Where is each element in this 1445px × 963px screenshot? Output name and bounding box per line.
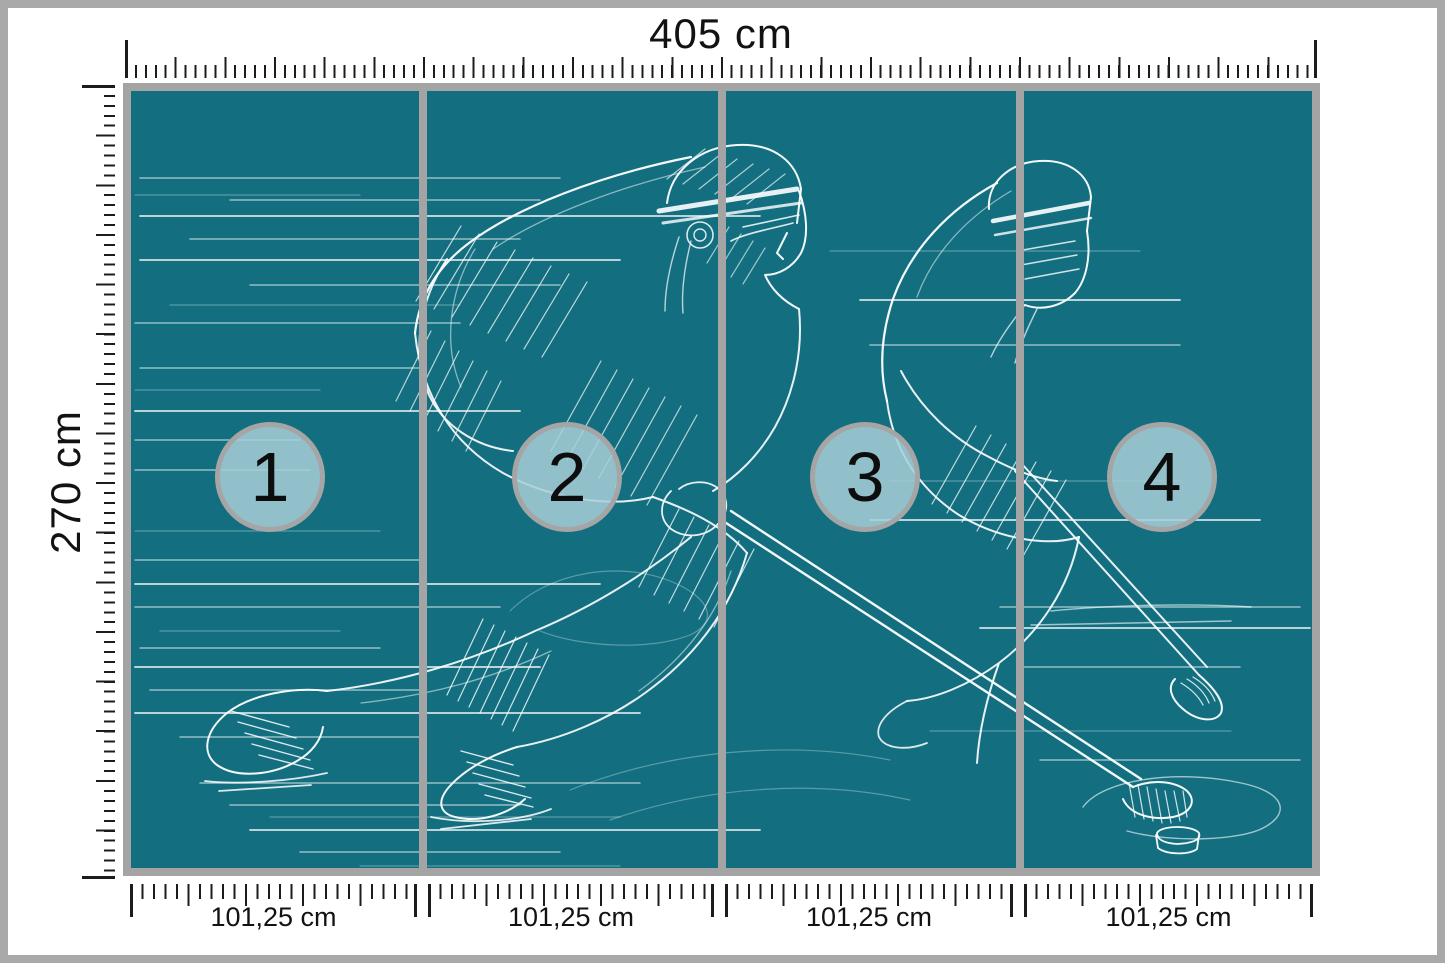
panel-divider bbox=[1016, 91, 1024, 868]
ruler-end-tick bbox=[1024, 884, 1027, 917]
panel-number: 4 bbox=[1142, 438, 1182, 516]
panel-number: 3 bbox=[845, 438, 885, 516]
panel-number-badge: 3 bbox=[810, 422, 920, 532]
stick-and-puck-sketch bbox=[509, 509, 1281, 855]
panel-width-label: 101,25 cm bbox=[1105, 902, 1232, 932]
panel-width-ruler bbox=[725, 884, 1013, 917]
ruler-end-tick bbox=[428, 884, 431, 917]
ruler-end-tick bbox=[125, 40, 128, 78]
panel-divider bbox=[718, 91, 726, 868]
ruler-end-tick bbox=[711, 884, 714, 917]
panel-number: 2 bbox=[547, 438, 587, 516]
mural-preview: 1 2 3 4 bbox=[123, 83, 1320, 876]
left-ruler bbox=[82, 85, 115, 879]
top-ruler bbox=[125, 40, 1317, 78]
ruler-end-tick bbox=[82, 876, 115, 879]
ruler-end-tick bbox=[1310, 884, 1313, 917]
panel-number: 1 bbox=[250, 438, 290, 516]
panel-divider bbox=[419, 91, 427, 868]
panel-width-ruler bbox=[130, 884, 417, 917]
panel-number-badge: 1 bbox=[215, 422, 325, 532]
hockey-players-illustration bbox=[134, 143, 1311, 867]
ruler-end-tick bbox=[82, 85, 115, 88]
panel-width-ruler bbox=[428, 884, 714, 917]
ruler-end-tick bbox=[414, 884, 417, 917]
panel-width-label: 101,25 cm bbox=[210, 902, 337, 932]
ruler-end-tick bbox=[1010, 884, 1013, 917]
panel-number-badge: 2 bbox=[512, 422, 622, 532]
panel-width-ruler bbox=[1024, 884, 1313, 917]
panel-width-label: 101,25 cm bbox=[805, 902, 933, 932]
ruler-end-tick bbox=[130, 884, 133, 917]
panel-number-badge: 4 bbox=[1107, 422, 1217, 532]
ruler-end-tick bbox=[1314, 40, 1317, 78]
ruler-end-tick bbox=[725, 884, 728, 917]
panel-width-label: 101,25 cm bbox=[507, 902, 635, 932]
